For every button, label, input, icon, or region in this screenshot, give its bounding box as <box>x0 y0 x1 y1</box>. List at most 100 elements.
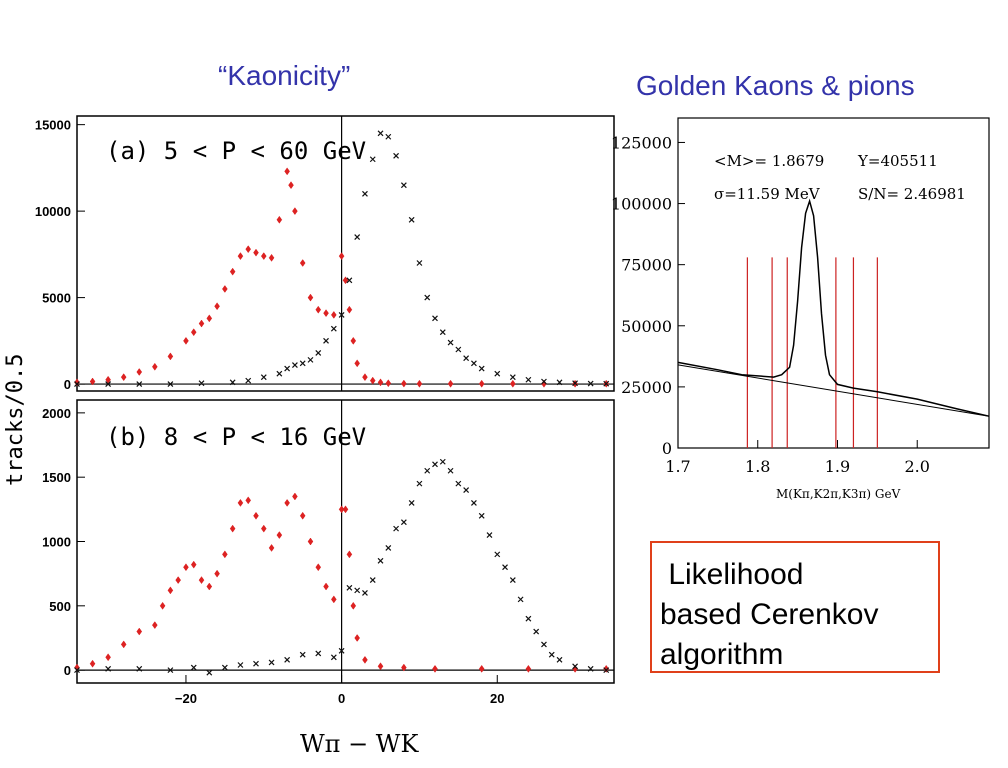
data-point-diamond <box>315 563 322 572</box>
y-tick-label: 15000 <box>35 118 71 133</box>
data-point-cross <box>291 362 298 368</box>
data-point-cross <box>362 190 368 197</box>
likelihood-callout: Likelihood based Cerenkov algorithm <box>650 541 940 673</box>
data-point-diamond <box>268 253 275 262</box>
data-point-diamond <box>284 167 290 176</box>
panel-a: (a) 5 < P < 60 GeV 0 5000 10000 15000 <box>35 115 615 392</box>
data-point-diamond <box>89 377 96 386</box>
data-point-diamond <box>222 550 228 559</box>
mass-frame <box>677 117 990 449</box>
data-point-diamond <box>276 215 283 224</box>
data-point-diamond <box>206 314 213 323</box>
y-tick-label: 2000 <box>42 406 71 421</box>
data-point-diamond <box>198 576 205 585</box>
data-point-cross <box>432 315 438 322</box>
data-point-cross <box>105 381 112 388</box>
data-point-diamond <box>136 368 143 376</box>
y-tick-label: 10000 <box>35 204 71 219</box>
mass-y-tick-label: 25000 <box>621 378 672 397</box>
data-point-cross <box>439 329 446 336</box>
y-axis-label: tracks/0.5 <box>3 354 28 486</box>
data-point-diamond <box>342 276 349 285</box>
data-point-diamond <box>245 245 252 254</box>
data-point-diamond <box>276 531 283 539</box>
data-point-diamond <box>183 563 189 572</box>
y-tick-label: 5000 <box>42 291 71 306</box>
kaonicity-title: “Kaonicity” <box>218 60 351 91</box>
data-point-cross <box>455 346 462 353</box>
data-point-diamond <box>152 362 158 371</box>
data-point-cross <box>346 277 353 284</box>
data-point-diamond <box>338 252 345 261</box>
data-point-cross <box>400 182 407 189</box>
data-point-diamond <box>346 305 353 314</box>
data-point-cross <box>400 519 407 526</box>
data-point-cross <box>136 381 143 388</box>
data-point-diamond <box>350 336 357 345</box>
data-point-cross <box>299 360 306 367</box>
mass-data-histogram <box>677 198 990 417</box>
data-point-cross <box>517 596 524 603</box>
data-point-diamond <box>74 378 80 387</box>
data-point-diamond <box>222 285 228 293</box>
y-tick-label: 500 <box>49 599 71 614</box>
mass-y-tick-label: 0 <box>662 439 672 458</box>
data-point-diamond <box>136 627 143 636</box>
data-point-diamond <box>284 498 290 507</box>
data-point-cross <box>556 656 563 663</box>
data-point-diamond <box>260 252 267 261</box>
mass-x-tick-label: 2.0 <box>905 457 930 476</box>
data-point-diamond <box>268 544 275 552</box>
data-point-diamond <box>369 376 376 385</box>
data-point-diamond <box>253 248 259 257</box>
data-point-cross <box>463 355 470 362</box>
data-point-cross <box>470 499 477 506</box>
data-point-diamond <box>478 379 485 388</box>
data-point-diamond <box>167 586 174 595</box>
data-point-diamond <box>377 378 384 387</box>
data-point-cross <box>369 156 376 163</box>
data-point-diamond <box>120 373 127 382</box>
data-point-diamond <box>214 302 220 311</box>
data-point-diamond <box>237 498 244 507</box>
data-point-diamond <box>377 662 384 671</box>
data-point-diamond <box>447 379 454 388</box>
data-point-cross <box>354 587 361 594</box>
data-point-diamond <box>229 267 236 276</box>
data-point-cross <box>478 365 485 372</box>
data-point-diamond <box>354 634 360 642</box>
data-point-cross <box>307 356 314 363</box>
data-point-diamond <box>323 309 329 318</box>
data-point-diamond <box>350 601 357 610</box>
data-point-diamond <box>362 373 368 382</box>
data-point-cross <box>330 654 337 661</box>
data-point-diamond <box>152 621 158 630</box>
data-point-cross <box>338 647 345 654</box>
data-point-cross <box>74 667 80 674</box>
data-point-cross <box>416 480 423 487</box>
data-point-cross <box>315 350 322 356</box>
data-point-cross <box>315 650 322 657</box>
panel-a-frame <box>76 115 615 392</box>
x-axis-label: Wπ − WK <box>300 730 419 758</box>
data-point-diamond <box>260 524 267 533</box>
data-point-diamond <box>288 181 294 190</box>
data-point-diamond <box>307 293 314 302</box>
data-point-diamond <box>245 496 252 505</box>
data-point-cross <box>284 365 291 372</box>
data-point-diamond <box>105 653 111 662</box>
data-point-diamond <box>362 655 368 664</box>
panel-b: (b) 8 < P < 16 GeV 0 500 1000 1500 2000 −20 0… <box>42 399 615 706</box>
mass-x-axis-label: M(Kπ,K2π,K3π) GeV <box>776 487 901 501</box>
data-point-cross <box>136 665 143 672</box>
mass-y-tick-label: 75000 <box>621 256 672 275</box>
y-tick-label: 1500 <box>42 470 71 485</box>
data-point-diamond <box>338 505 345 514</box>
data-point-cross <box>478 512 485 519</box>
data-point-cross <box>198 380 205 387</box>
data-point-diamond <box>342 505 349 514</box>
data-point-cross <box>167 667 174 674</box>
data-point-cross <box>253 660 259 667</box>
data-point-diamond <box>432 664 438 673</box>
data-point-cross <box>439 458 446 465</box>
